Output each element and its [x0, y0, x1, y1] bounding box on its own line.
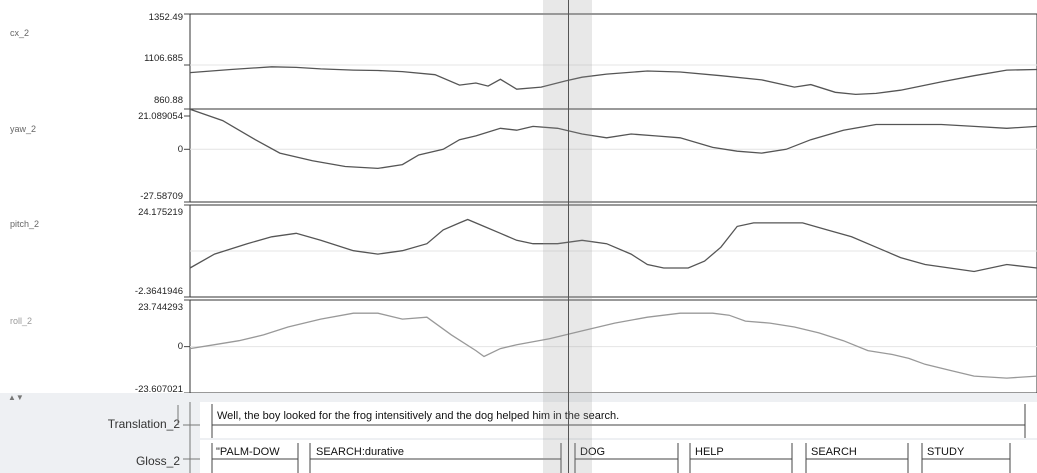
- track-name-pitch: pitch_2: [10, 219, 40, 229]
- ylabel-yaw-min: -27.58709: [140, 191, 183, 202]
- ylabel-roll-max: 23.744293: [138, 302, 183, 313]
- track-name-yaw: yaw_2: [10, 124, 37, 134]
- translation-lane[interactable]: [200, 402, 1037, 438]
- gloss-annotation[interactable]: SEARCH: [811, 446, 857, 458]
- gloss-annotation[interactable]: SEARCH:durative: [316, 446, 405, 458]
- track-panel[interactable]: [189, 108, 1037, 203]
- series-line-cx_2: [189, 66, 1037, 96]
- time-selection[interactable]: [543, 0, 592, 473]
- ylabel-roll-min: -23.607021: [134, 384, 183, 395]
- track-name-cx: cx_2: [10, 28, 30, 38]
- track-name-roll: roll_2: [10, 316, 33, 326]
- gloss-annotation[interactable]: "PALM-DOW: [216, 446, 280, 458]
- ylabel-pitch-min: -2.3641946: [134, 286, 183, 297]
- tier-label-translation[interactable]: Translation_2: [107, 417, 180, 431]
- gloss-lane[interactable]: [200, 440, 1037, 473]
- ylabel-cx-min: 860.88: [153, 95, 183, 106]
- ylabel-roll-mid: 0: [177, 341, 183, 352]
- scroll-arrows-icon[interactable]: ▲▼: [8, 393, 24, 402]
- gloss-annotation[interactable]: HELP: [695, 446, 724, 458]
- series-line-yaw_2: [189, 108, 1037, 170]
- ylabel-cx-mid: 1106.685: [144, 53, 183, 64]
- gloss-annotation[interactable]: STUDY: [927, 446, 965, 458]
- ylabel-yaw-max: 21.089054: [138, 111, 183, 122]
- ylabel-pitch-max: 24.175219: [138, 207, 183, 218]
- translation-annotation[interactable]: Well, the boy looked for the frog intens…: [217, 410, 620, 422]
- gloss-annotation[interactable]: DOG: [580, 446, 606, 458]
- series-line-pitch_2: [189, 218, 1037, 273]
- ylabel-yaw-mid: 0: [177, 144, 183, 155]
- tier-label-gloss[interactable]: Gloss_2: [135, 454, 180, 468]
- ylabel-cx-max: 1352.49: [148, 12, 183, 23]
- series-line-roll_2: [189, 312, 1037, 379]
- crosshair-cursor[interactable]: [568, 0, 569, 473]
